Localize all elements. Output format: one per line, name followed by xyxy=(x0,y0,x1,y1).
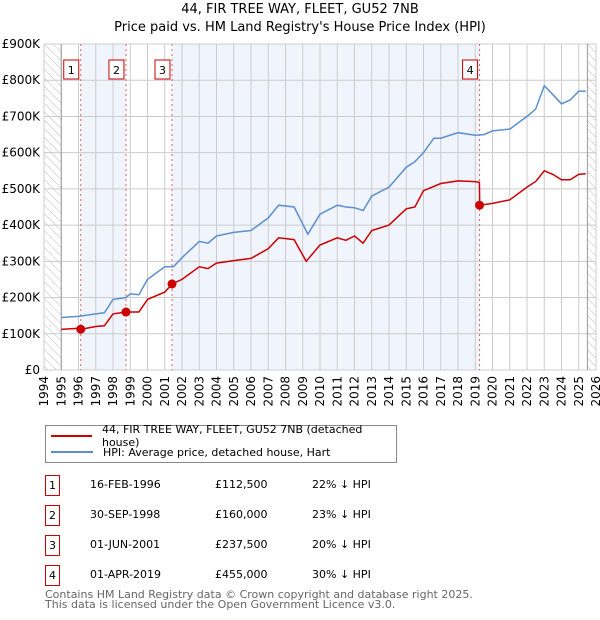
y-tick-label: £600K xyxy=(2,146,42,160)
sale-price: £455,000 xyxy=(215,568,268,581)
chart-title: 44, FIR TREE WAY, FLEET, GU52 7NB xyxy=(181,2,419,17)
x-tick-label: 2016 xyxy=(417,376,431,407)
legend-label: 44, FIR TREE WAY, FLEET, GU52 7NB (detac… xyxy=(101,423,363,449)
x-tick-label: 2013 xyxy=(365,376,379,407)
x-tick-label: 2012 xyxy=(348,376,362,407)
hpi-delta: 23% ↓ HPI xyxy=(312,508,371,521)
x-tick-label: 2024 xyxy=(555,376,569,407)
y-tick-label: £900K xyxy=(2,37,42,51)
sale-date: 30-SEP-1998 xyxy=(90,508,161,521)
x-tick-label: 2011 xyxy=(330,376,344,407)
x-tick-label: 2017 xyxy=(434,376,448,407)
x-tick-label: 2026 xyxy=(589,376,600,407)
footer-copyright: Contains HM Land Registry data © Crown c… xyxy=(45,588,473,601)
sale-label: 1 xyxy=(68,64,75,77)
shaded-period xyxy=(171,44,480,370)
table-row: 2 30-SEP-1998 £160,000 23% ↓ HPI xyxy=(45,505,465,526)
y-tick-label: £0 xyxy=(25,363,40,377)
x-tick-label: 2021 xyxy=(503,376,517,407)
chart-subtitle: Price paid vs. HM Land Registry's House … xyxy=(114,20,486,35)
y-tick-label: £500K xyxy=(2,182,42,196)
y-tick-label: £700K xyxy=(2,109,42,123)
legend: 44, FIR TREE WAY, FLEET, GU52 7NB (detac… xyxy=(45,423,397,463)
x-tick-label: 2019 xyxy=(468,376,482,407)
x-tick-label: 2015 xyxy=(399,376,413,407)
y-tick-label: £100K xyxy=(2,327,42,341)
hatched-region xyxy=(587,44,596,370)
sale-number-badge: 3 xyxy=(45,535,60,556)
sale-point xyxy=(121,307,131,317)
x-tick-label: 2009 xyxy=(296,376,310,407)
x-tick-label: 2004 xyxy=(210,376,224,407)
sale-number-badge: 1 xyxy=(45,475,60,496)
y-tick-label: £300K xyxy=(2,254,42,268)
sale-price: £160,000 xyxy=(215,508,268,521)
hpi-delta: 22% ↓ HPI xyxy=(312,478,371,491)
x-tick-label: 2005 xyxy=(227,376,241,407)
y-tick-label: £200K xyxy=(2,291,42,305)
table-row: 4 01-APR-2019 £455,000 30% ↓ HPI xyxy=(45,565,465,586)
x-tick-label: 2008 xyxy=(279,376,293,407)
x-tick-label: 1998 xyxy=(106,376,120,407)
y-tick-label: £800K xyxy=(2,73,42,87)
shaded-period xyxy=(80,44,126,370)
y-tick-label: £400K xyxy=(2,218,42,232)
sale-label: 4 xyxy=(467,64,474,77)
x-tick-label: 1999 xyxy=(123,376,137,407)
sale-date: 16-FEB-1996 xyxy=(90,478,161,491)
hpi-delta: 20% ↓ HPI xyxy=(312,538,371,551)
x-tick-label: 2022 xyxy=(520,376,534,407)
x-tick-label: 2003 xyxy=(192,376,206,407)
sale-label-box xyxy=(108,59,125,80)
footer: Contains HM Land Registry data © Crown c… xyxy=(45,588,473,611)
sale-number-badge: 4 xyxy=(45,565,60,586)
sale-label-box xyxy=(462,59,479,80)
sale-number-badge: 2 xyxy=(45,505,60,526)
sale-point xyxy=(475,200,485,210)
sale-date: 01-JUN-2001 xyxy=(90,538,161,551)
x-tick-label: 2001 xyxy=(158,376,172,407)
sale-label: 3 xyxy=(159,64,166,77)
hpi-delta: 30% ↓ HPI xyxy=(312,568,371,581)
x-tick-label: 2020 xyxy=(486,376,500,407)
x-tick-label: 2002 xyxy=(175,376,189,407)
footer-licence: This data is licensed under the Open Gov… xyxy=(45,598,396,611)
property-price-line xyxy=(61,169,586,331)
hpi-line xyxy=(61,84,586,319)
x-tick-label: 2006 xyxy=(244,376,258,407)
x-tick-label: 1997 xyxy=(89,376,103,407)
sale-label-box xyxy=(154,59,171,80)
legend-item-hpi: HPI: Average price, detached house, Hart xyxy=(51,444,330,460)
x-tick-label: 2025 xyxy=(572,376,586,407)
x-tick-label: 2014 xyxy=(382,376,396,407)
sale-point xyxy=(167,279,177,289)
x-tick-label: 2000 xyxy=(141,376,155,407)
blue-line-swatch xyxy=(51,451,93,453)
red-line-swatch xyxy=(51,435,92,437)
sale-price: £237,500 xyxy=(215,538,268,551)
x-tick-label: 1994 xyxy=(37,376,51,407)
x-tick-label: 2007 xyxy=(261,376,275,407)
x-tick-label: 1995 xyxy=(54,376,68,407)
price-chart: 1994 1995 1996 1997 1998 1999 2000 2001 2002 2003… xyxy=(2,37,600,407)
legend-label: HPI: Average price, detached house, Hart xyxy=(103,445,331,459)
sale-point xyxy=(76,324,86,334)
sale-price: £112,500 xyxy=(215,478,268,491)
sale-date: 01-APR-2019 xyxy=(90,568,162,581)
legend-item-property: 44, FIR TREE WAY, FLEET, GU52 7NB (detac… xyxy=(51,423,396,449)
x-tick-label: 1996 xyxy=(72,376,86,407)
x-tick-label: 2023 xyxy=(537,376,551,407)
x-tick-label: 2010 xyxy=(313,376,327,407)
sale-label: 2 xyxy=(113,64,120,77)
hatched-region xyxy=(44,44,62,370)
table-row: 3 01-JUN-2001 £237,500 20% ↓ HPI xyxy=(45,535,465,556)
sale-label-box xyxy=(63,59,80,80)
table-row: 1 16-FEB-1996 £112,500 22% ↓ HPI xyxy=(45,475,465,496)
x-tick-label: 2018 xyxy=(451,376,465,407)
